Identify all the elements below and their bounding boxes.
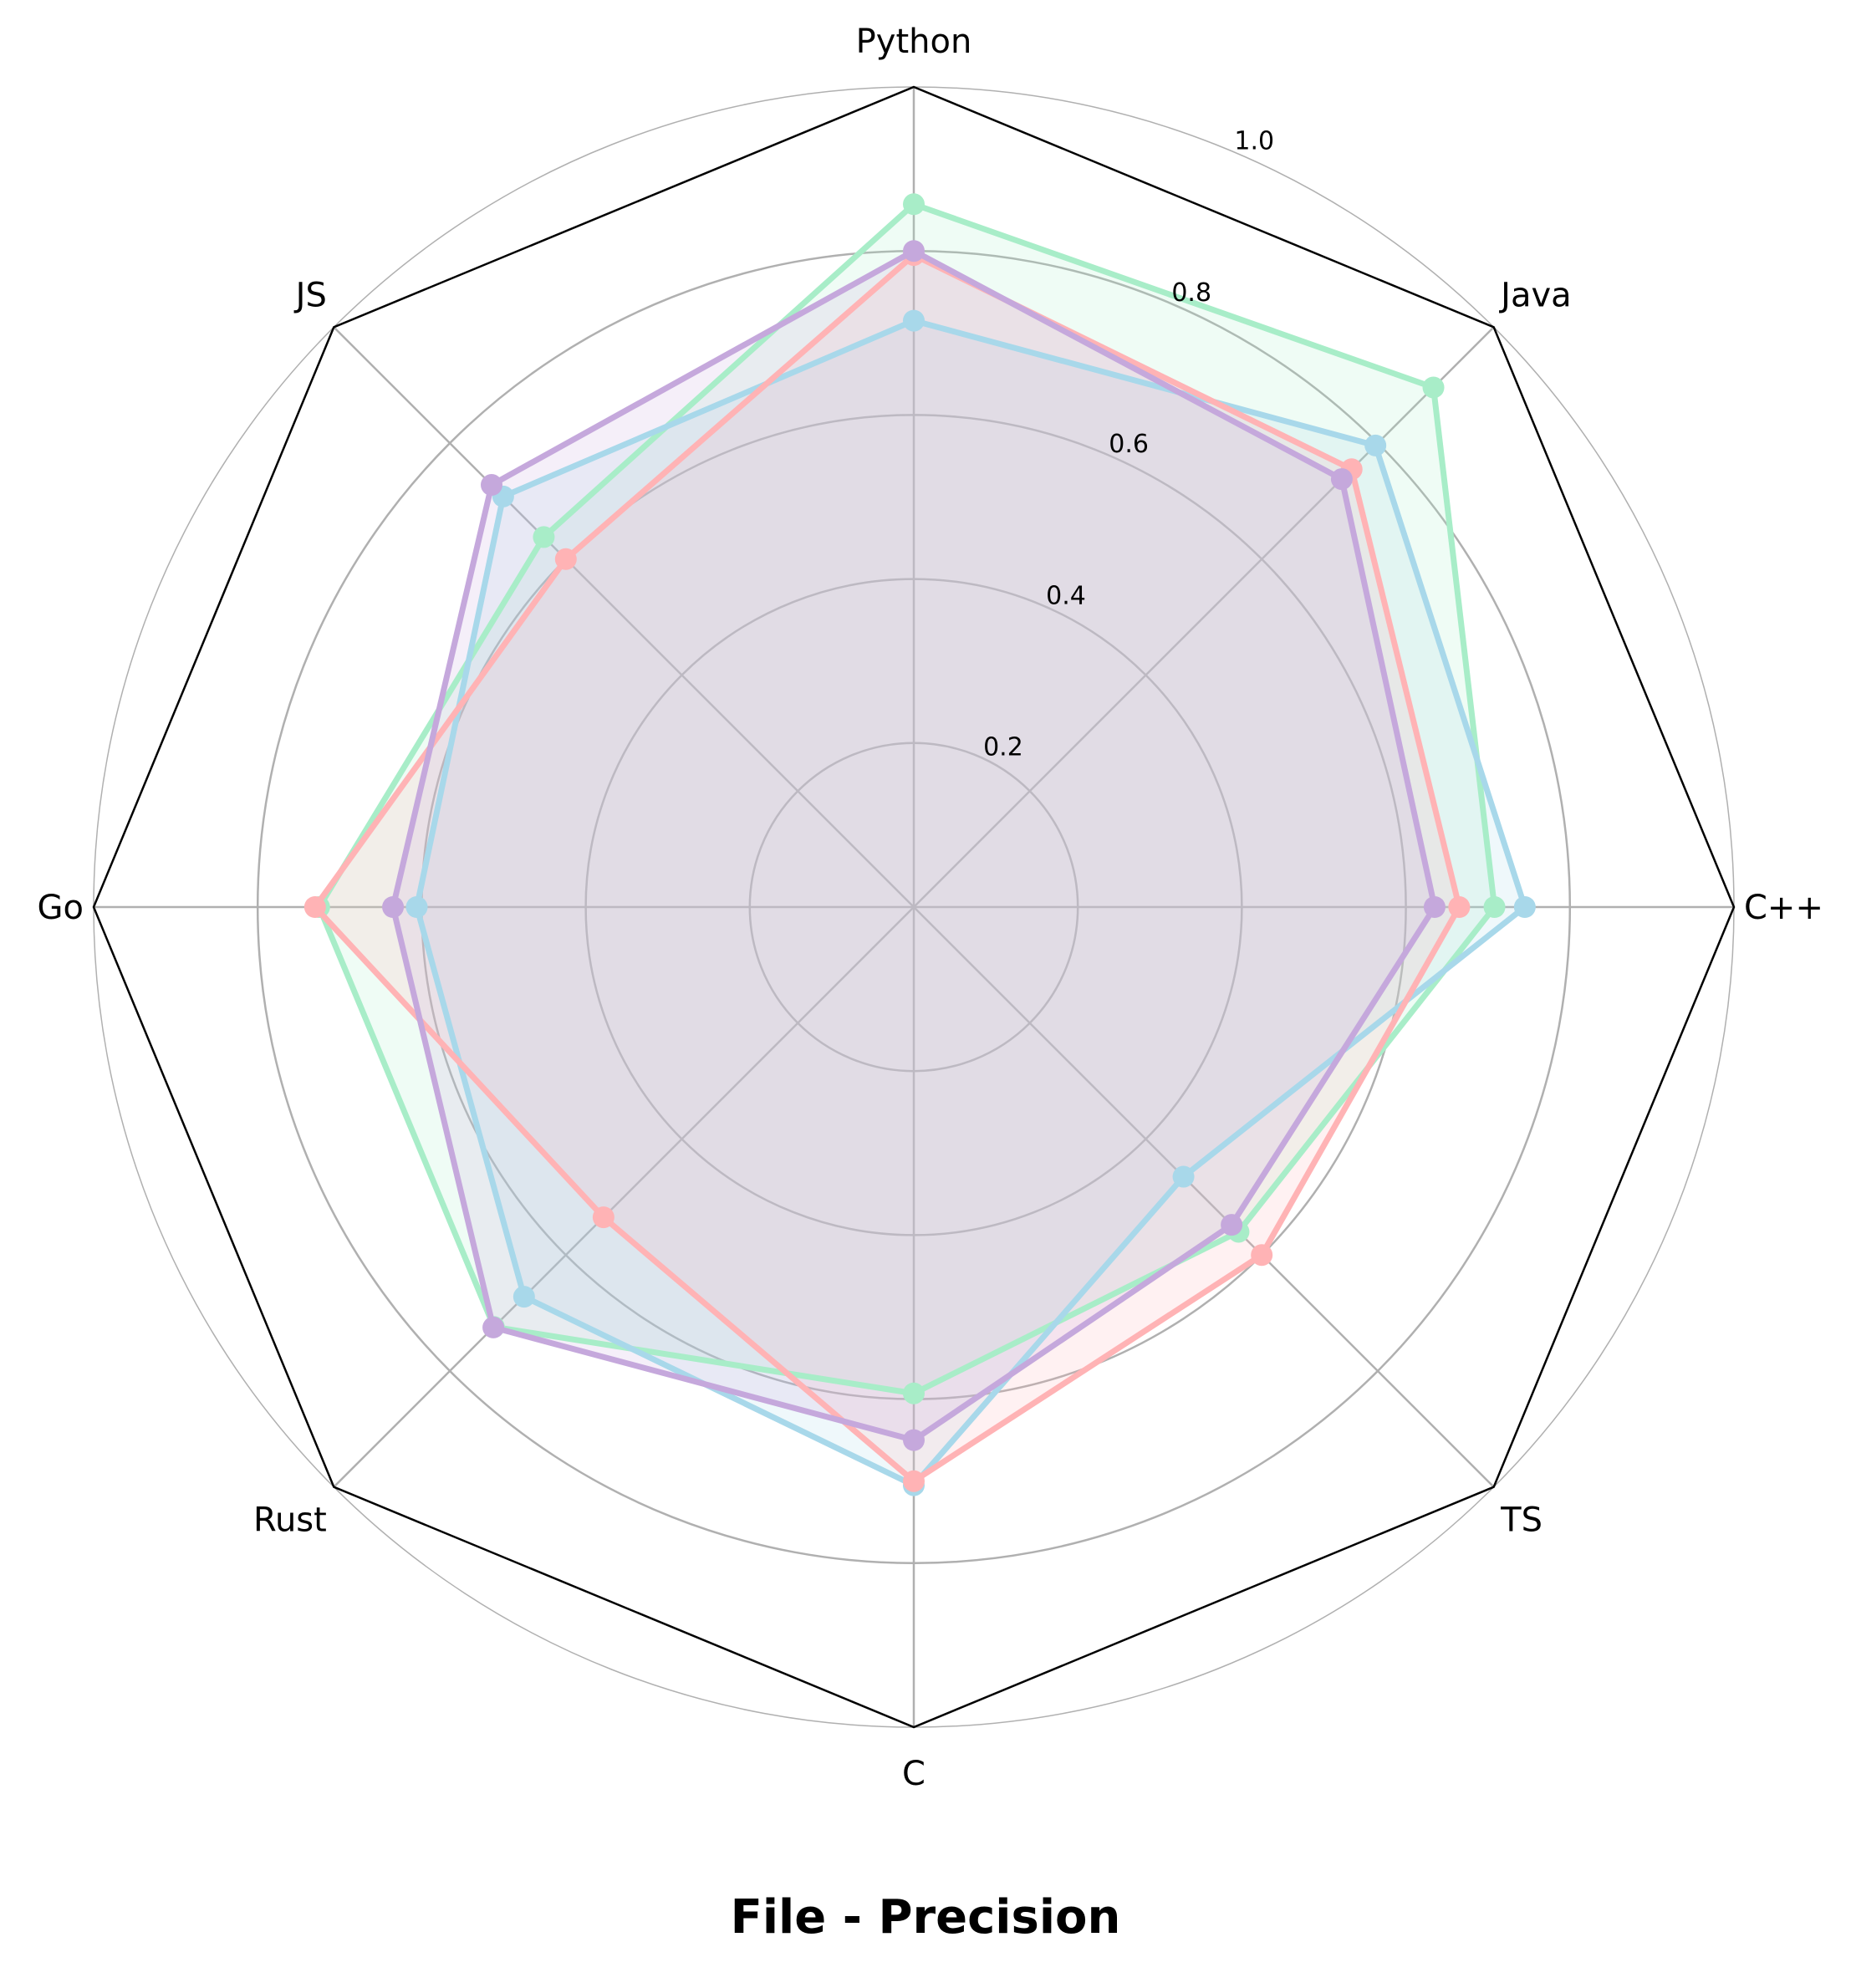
series-3-point-C bbox=[903, 1429, 925, 1451]
series-2-point-Rust bbox=[592, 1206, 614, 1229]
series-0-point-C++ bbox=[1483, 896, 1506, 918]
series-3-point-Rust bbox=[482, 1316, 505, 1338]
series-2-point-C++ bbox=[1448, 896, 1471, 918]
series-2-point-TS bbox=[1251, 1244, 1273, 1267]
series-1-point-C++ bbox=[1513, 896, 1536, 918]
series-0-point-C bbox=[903, 1382, 925, 1404]
axis-label-JS: JS bbox=[293, 276, 327, 314]
series-0-point-Java bbox=[1422, 376, 1445, 399]
spoke-7 bbox=[333, 326, 915, 908]
series-3-point-Java bbox=[1330, 468, 1353, 491]
series-3-point-Go bbox=[382, 896, 405, 918]
radar-frame bbox=[92, 85, 1736, 1729]
series-1-point-Go bbox=[405, 896, 428, 918]
series-2-point-C bbox=[903, 1470, 925, 1492]
axis-label-Java: Java bbox=[1498, 276, 1572, 314]
chart-title: File - Precision bbox=[731, 1890, 1121, 1945]
outer-frame bbox=[92, 85, 1736, 1729]
series-2-point-Go bbox=[303, 896, 326, 918]
radial-tick-labels: 0.2 0.4 0.6 0.8 1.0 bbox=[983, 127, 1274, 762]
series-3-point-Python bbox=[903, 240, 925, 263]
series-3-point-JS bbox=[481, 474, 503, 497]
series-1-fill bbox=[416, 320, 1525, 1486]
axis-label-Python: Python bbox=[856, 23, 972, 61]
series-0-point-Python bbox=[903, 193, 925, 216]
axis-labels: Python Java C++ TS C Rust Go JS bbox=[38, 23, 1823, 1793]
series-3-fill bbox=[393, 251, 1435, 1440]
series-2-point-JS bbox=[554, 548, 577, 570]
tick-label-1: 0.4 bbox=[1046, 581, 1086, 610]
tick-label-3: 0.8 bbox=[1171, 278, 1211, 308]
spoke-5 bbox=[333, 906, 915, 1488]
axis-label-C++: C++ bbox=[1744, 889, 1823, 927]
series-1-point-Rust bbox=[512, 1286, 535, 1308]
series-1-point-Java bbox=[1364, 434, 1387, 456]
spoke-3 bbox=[913, 906, 1495, 1488]
series-1-point-TS bbox=[1172, 1165, 1195, 1188]
tick-label-4: 1.0 bbox=[1234, 127, 1274, 156]
axis-label-C: C bbox=[902, 1755, 926, 1793]
axis-label-Rust: Rust bbox=[253, 1501, 327, 1540]
spoke-1 bbox=[913, 326, 1495, 908]
radar-series bbox=[303, 193, 1536, 1496]
axis-label-Go: Go bbox=[38, 889, 84, 927]
series-0-point-JS bbox=[533, 526, 555, 548]
series-3-point-TS bbox=[1221, 1214, 1243, 1236]
series-3-point-C++ bbox=[1423, 896, 1446, 918]
series-1-point-Python bbox=[903, 309, 925, 332]
axis-label-TS: TS bbox=[1500, 1501, 1542, 1540]
tick-label-0: 0.2 bbox=[983, 733, 1023, 762]
series-0-fill bbox=[319, 204, 1495, 1394]
tick-label-2: 0.6 bbox=[1109, 430, 1149, 459]
